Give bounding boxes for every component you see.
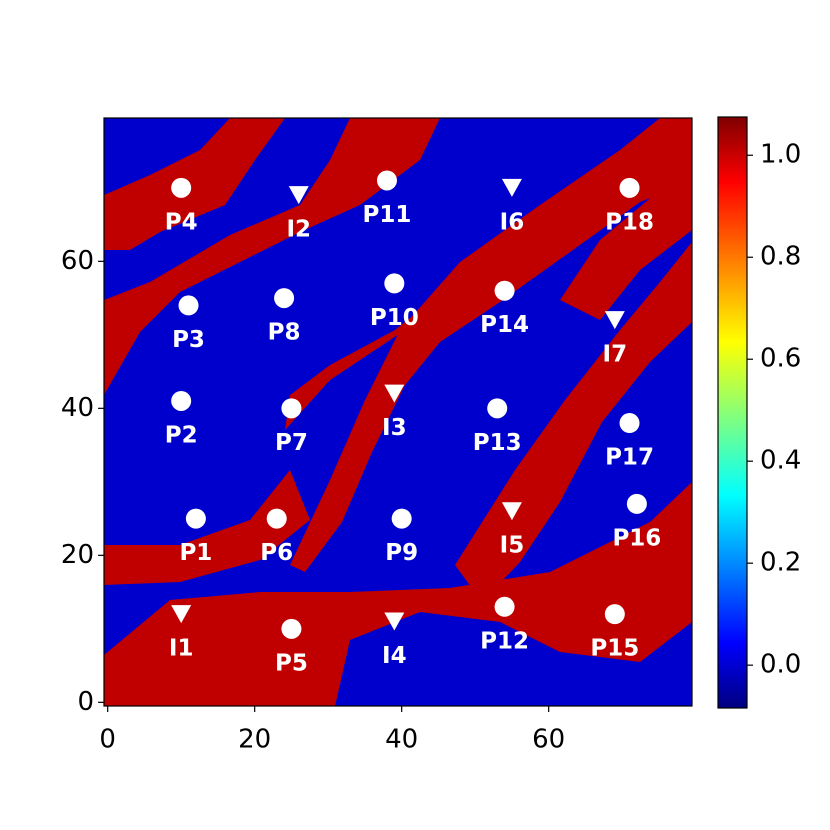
colorbar-tick-label: 0.4 <box>760 446 801 476</box>
colorbar-tick-label: 0.8 <box>760 242 801 272</box>
well-label: I6 <box>500 209 525 235</box>
producer-marker <box>626 493 647 514</box>
producer-marker <box>494 596 515 617</box>
y-tick-label: 60 <box>61 246 94 276</box>
well-label: P18 <box>605 209 654 235</box>
producer-marker <box>266 508 287 529</box>
injector-marker <box>171 605 192 624</box>
well-label: P17 <box>605 445 654 471</box>
producer-marker <box>619 177 640 198</box>
y-tick-label: 0 <box>77 687 94 717</box>
x-tick-label: 60 <box>532 725 565 755</box>
injector-marker <box>501 178 522 197</box>
well-label: P3 <box>172 327 205 353</box>
well-label: P12 <box>480 628 529 654</box>
producer-marker <box>384 273 405 294</box>
well-label: I4 <box>382 643 407 669</box>
well-label: P15 <box>590 636 639 662</box>
well-label: I2 <box>286 217 311 243</box>
well-label: P5 <box>275 650 308 676</box>
y-tick-label: 40 <box>61 393 94 423</box>
well-label: P14 <box>480 312 529 338</box>
well-label: P10 <box>370 305 419 331</box>
producer-marker <box>604 604 625 625</box>
producer-marker <box>281 398 302 419</box>
colorbar <box>717 116 748 709</box>
injector-marker <box>288 186 309 205</box>
x-tick-label: 0 <box>99 725 116 755</box>
producer-marker <box>178 295 199 316</box>
well-label: P9 <box>385 540 418 566</box>
well-label: P4 <box>165 209 198 235</box>
colorbar-tick-label: 0.6 <box>760 344 801 374</box>
producer-marker <box>281 618 302 639</box>
y-tick-label: 20 <box>61 540 94 570</box>
well-label: P16 <box>612 525 661 551</box>
facies-map <box>104 118 692 706</box>
well-label: P1 <box>179 540 212 566</box>
injector-marker <box>384 384 405 403</box>
colorbar-tick-label: 0.0 <box>760 650 801 680</box>
well-label: I1 <box>169 636 194 662</box>
producer-marker <box>391 508 412 529</box>
well-label: I7 <box>603 342 628 368</box>
producer-marker <box>376 170 397 191</box>
well-label: P13 <box>473 430 522 456</box>
injector-marker <box>501 502 522 521</box>
well-label: P6 <box>260 540 293 566</box>
producer-marker <box>487 398 508 419</box>
plot-frame <box>103 117 693 707</box>
x-tick-label: 20 <box>238 725 271 755</box>
injector-marker <box>604 311 625 330</box>
injector-marker <box>384 612 405 631</box>
x-tick-label: 40 <box>385 725 418 755</box>
producer-marker <box>185 508 206 529</box>
well-label: I5 <box>500 533 525 559</box>
well-label: P8 <box>268 320 301 346</box>
well-label: I3 <box>382 415 407 441</box>
well-label: P7 <box>275 430 308 456</box>
well-label: P11 <box>363 202 412 228</box>
colorbar-tick-label: 1.0 <box>760 140 801 170</box>
producer-marker <box>619 413 640 434</box>
producer-marker <box>494 280 515 301</box>
colorbar-tick-label: 0.2 <box>760 548 801 578</box>
producer-marker <box>171 177 192 198</box>
producer-marker <box>171 390 192 411</box>
well-label: P2 <box>165 422 198 448</box>
producer-marker <box>274 288 295 309</box>
